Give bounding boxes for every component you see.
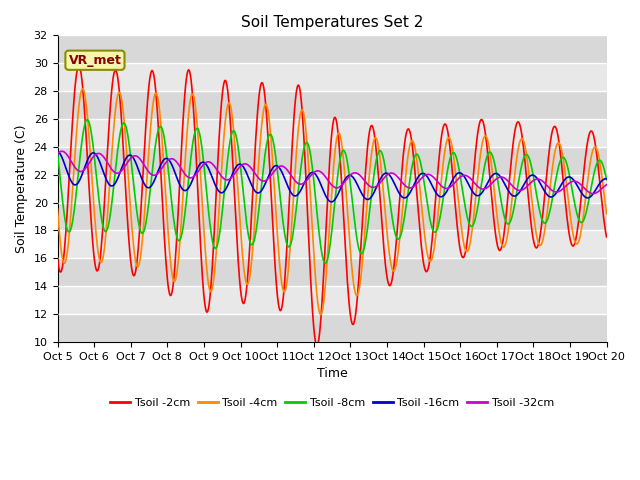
Tsoil -4cm [79, 86, 86, 92]
Tsoil -4cm [198, 204, 206, 209]
Tsoil -4cm [317, 312, 324, 318]
Tsoil -32cm [58, 148, 66, 154]
Tsoil -32cm [324, 178, 332, 183]
Bar [58, 258, 607, 286]
Legend: Tsoil -2cm, Tsoil -4cm, Tsoil -8cm, Tsoil -16cm, Tsoil -32cm: Tsoil -2cm, Tsoil -4cm, Tsoil -8cm, Tsoi… [106, 394, 558, 412]
Bar [58, 175, 607, 203]
Tsoil -4cm [175, 253, 182, 259]
Bar [58, 203, 607, 230]
Tsoil -4cm [54, 206, 61, 212]
Tsoil -8cm [554, 167, 561, 173]
Tsoil -2cm [378, 227, 386, 233]
Tsoil -16cm [54, 148, 61, 154]
Tsoil -32cm [603, 182, 611, 188]
Tsoil -4cm [433, 227, 440, 232]
Line: Tsoil -16cm: Tsoil -16cm [58, 151, 607, 202]
Bar [58, 36, 607, 63]
Tsoil -8cm [433, 228, 440, 233]
Tsoil -32cm [553, 189, 561, 195]
Tsoil -8cm [83, 117, 91, 122]
Tsoil -4cm [378, 178, 386, 183]
Text: VR_met: VR_met [68, 54, 122, 67]
Tsoil -32cm [589, 191, 596, 196]
Tsoil -8cm [54, 150, 61, 156]
Bar [58, 119, 607, 147]
Tsoil -8cm [378, 152, 386, 157]
Tsoil -16cm [553, 189, 561, 195]
X-axis label: Time: Time [317, 367, 348, 380]
Tsoil -4cm [325, 231, 333, 237]
Tsoil -8cm [175, 238, 182, 244]
Bar [58, 314, 607, 342]
Tsoil -8cm [321, 261, 329, 266]
Tsoil -32cm [378, 178, 385, 184]
Tsoil -16cm [174, 178, 182, 183]
Tsoil -16cm [378, 174, 385, 180]
Tsoil -32cm [54, 151, 61, 157]
Tsoil -4cm [554, 140, 561, 146]
Bar [58, 91, 607, 119]
Line: Tsoil -32cm: Tsoil -32cm [58, 151, 607, 193]
Tsoil -8cm [603, 177, 611, 182]
Line: Tsoil -2cm: Tsoil -2cm [58, 66, 607, 346]
Tsoil -16cm [603, 176, 611, 182]
Tsoil -32cm [198, 163, 206, 168]
Tsoil -2cm [433, 185, 440, 191]
Tsoil -2cm [603, 234, 611, 240]
Tsoil -2cm [75, 63, 83, 69]
Line: Tsoil -4cm: Tsoil -4cm [58, 89, 607, 315]
Tsoil -2cm [313, 343, 321, 348]
Bar [58, 63, 607, 91]
Tsoil -8cm [198, 149, 206, 155]
Title: Soil Temperatures Set 2: Soil Temperatures Set 2 [241, 15, 423, 30]
Y-axis label: Soil Temperature (C): Soil Temperature (C) [15, 124, 28, 253]
Tsoil -32cm [432, 177, 440, 182]
Tsoil -2cm [54, 255, 61, 261]
Bar [58, 147, 607, 175]
Line: Tsoil -8cm: Tsoil -8cm [58, 120, 607, 264]
Bar [58, 230, 607, 258]
Tsoil -16cm [324, 196, 332, 202]
Tsoil -32cm [175, 162, 182, 168]
Tsoil -2cm [175, 197, 182, 203]
Tsoil -16cm [432, 190, 440, 195]
Tsoil -16cm [328, 199, 335, 205]
Tsoil -16cm [198, 160, 205, 166]
Tsoil -2cm [198, 274, 206, 279]
Tsoil -8cm [325, 249, 333, 255]
Tsoil -4cm [603, 211, 611, 216]
Tsoil -2cm [325, 168, 333, 174]
Bar [58, 286, 607, 314]
Tsoil -2cm [554, 132, 561, 138]
